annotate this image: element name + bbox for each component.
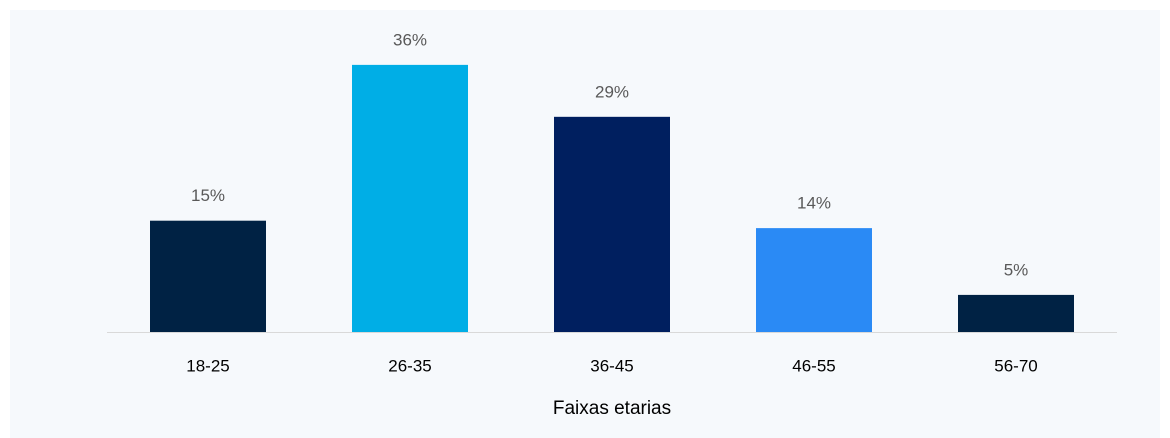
value-label: 15% (191, 186, 225, 205)
x-tick-label: 56-70 (994, 356, 1037, 375)
x-tick-label: 26-35 (388, 356, 431, 375)
bar (756, 228, 872, 332)
value-label: 14% (797, 194, 831, 213)
x-axis-title: Faixas etarias (553, 398, 671, 419)
bar (958, 294, 1074, 332)
bar (352, 64, 468, 332)
value-label: 36% (393, 30, 427, 49)
x-tick-label: 18-25 (186, 356, 229, 375)
bar (554, 116, 670, 332)
value-label: 5% (1004, 260, 1029, 279)
value-label: 29% (595, 82, 629, 101)
bar (150, 220, 266, 332)
x-tick-label: 46-55 (792, 356, 835, 375)
x-tick-label: 36-45 (590, 356, 633, 375)
